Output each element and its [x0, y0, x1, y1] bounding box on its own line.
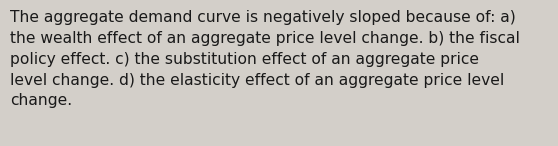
- Text: The aggregate demand curve is negatively sloped because of: a)
the wealth effect: The aggregate demand curve is negatively…: [10, 10, 520, 108]
